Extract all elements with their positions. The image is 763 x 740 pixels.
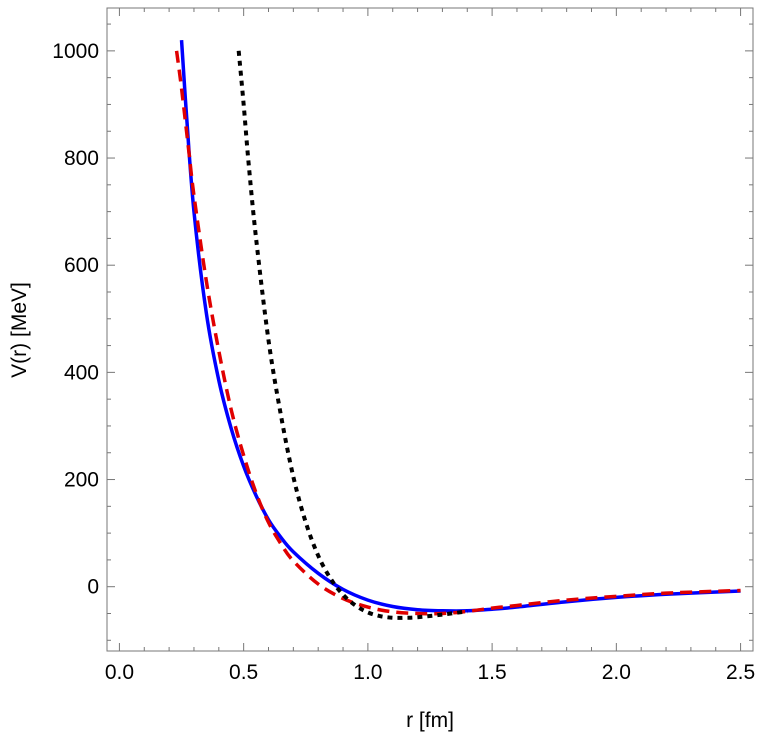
x-tick-label: 2.5 (726, 661, 755, 684)
y-tick-label: 0 (87, 576, 99, 599)
axis-ticks (107, 8, 753, 651)
x-tick-label: 0.5 (229, 661, 258, 684)
y-tick-label: 600 (64, 254, 99, 277)
series-line-solid (179, 40, 741, 613)
y-tick-label: 800 (64, 147, 99, 170)
plot-frame (106, 7, 754, 652)
y-tick-label: 200 (64, 469, 99, 492)
tick-labels: 0.0 0.5 1.0 1.5 2.0 2.5 0 200 400 600 800 1000 (52, 40, 755, 684)
x-tick-label: 0.0 (105, 661, 134, 684)
y-tick-label: 400 (64, 361, 99, 384)
series-layer (174, 40, 741, 620)
series-line-dashed (174, 50, 741, 616)
x-tick-label: 1.0 (353, 661, 382, 684)
x-axis-label: r [fm] (406, 709, 454, 732)
series-line-dotted (236, 50, 468, 620)
y-tick-label: 1000 (52, 40, 99, 63)
y-axis-label: V(r) [MeV] (8, 282, 31, 378)
x-tick-label: 2.0 (602, 661, 631, 684)
x-tick-label: 1.5 (478, 661, 507, 684)
